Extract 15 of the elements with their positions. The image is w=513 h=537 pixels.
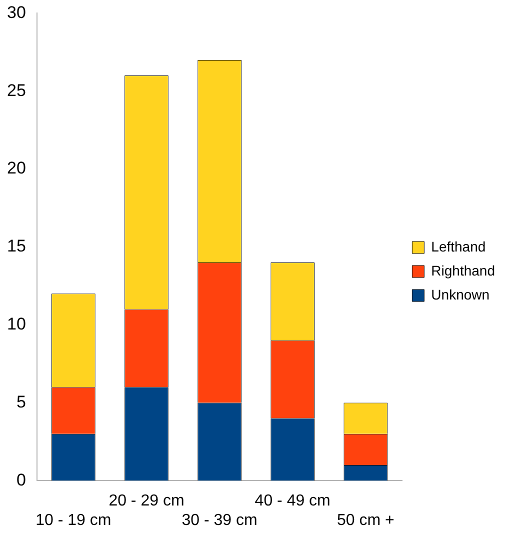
y-tick-label: 5 <box>16 392 26 412</box>
x-tick-label: 20 - 29 cm <box>108 492 184 510</box>
x-tick-label: 30 - 39 cm <box>182 512 258 529</box>
legend-label: Unknown <box>431 286 490 302</box>
y-tick-label: 25 <box>6 80 26 100</box>
legend-label: Lefthand <box>431 238 486 254</box>
y-tick-label: 15 <box>6 236 26 256</box>
x-tick-label: 40 - 49 cm <box>254 492 330 510</box>
y-tick-label: 0 <box>16 470 26 490</box>
y-tick-label: 20 <box>6 158 26 178</box>
x-tick-label: 10 - 19 cm <box>36 512 112 529</box>
legend-label: Righthand <box>431 262 495 278</box>
y-tick-label: 30 <box>6 2 26 22</box>
y-tick-label: 10 <box>6 314 26 334</box>
x-tick-label: 50 cm + <box>336 512 394 529</box>
